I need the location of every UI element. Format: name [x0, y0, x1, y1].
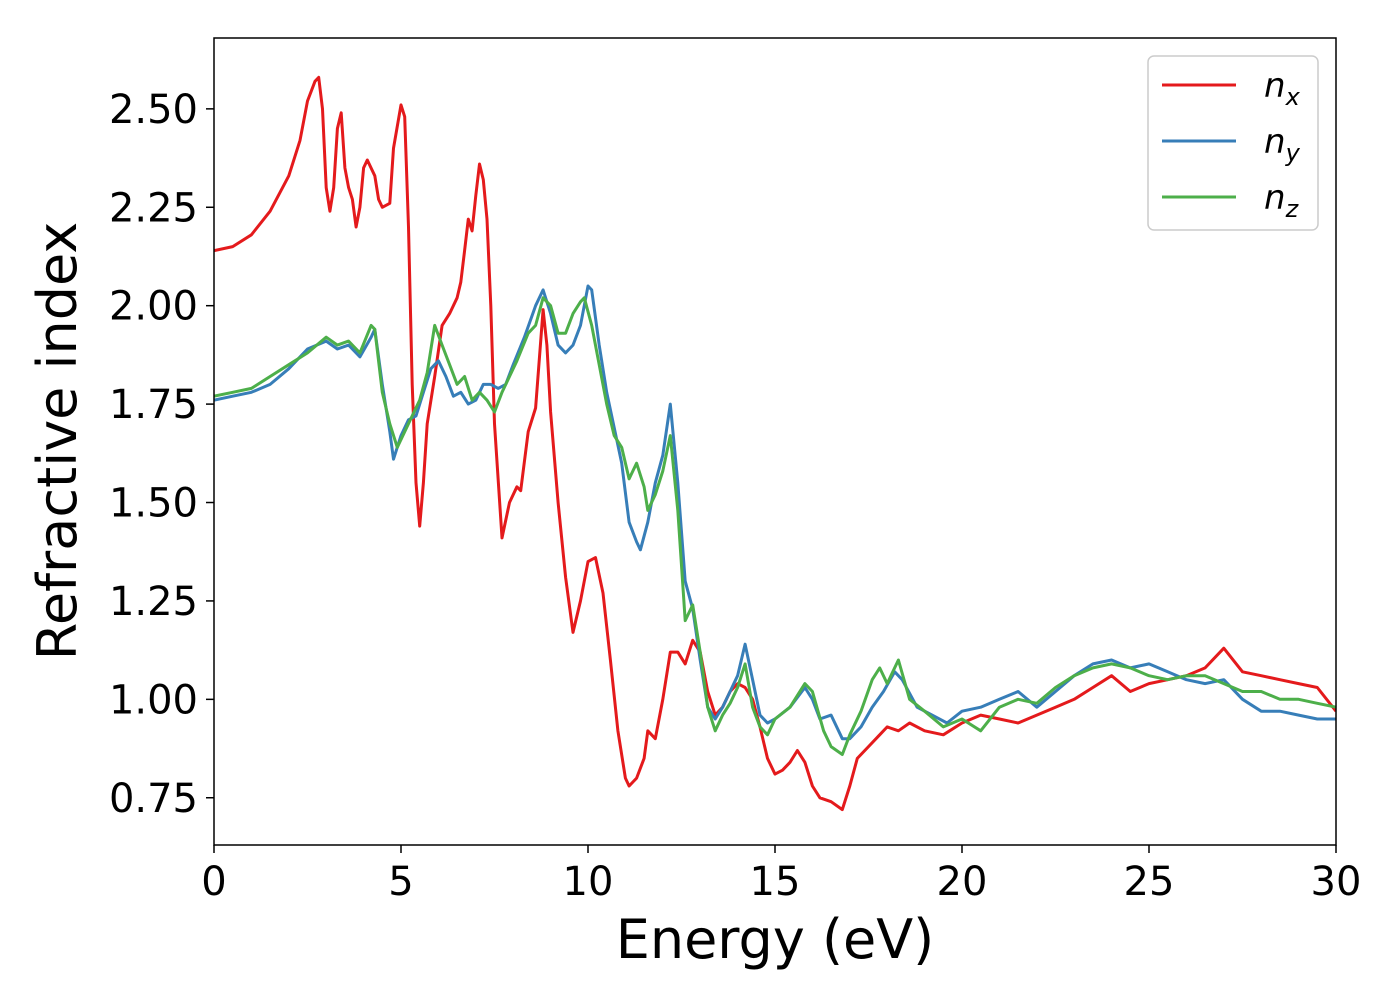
x-tick-label: 30 [1311, 859, 1362, 905]
series-line-x [214, 75, 1336, 812]
y-tick-label: 1.25 [109, 579, 198, 625]
y-tick-label: 1.50 [109, 481, 198, 527]
legend-entry-y: ny [1264, 122, 1301, 167]
legend-entry-z: nz [1264, 178, 1300, 223]
x-tick-label: 10 [563, 859, 614, 905]
y-axis: 0.75 1.00 1.25 1.50 1.75 2.00 2.25 2.50 [109, 87, 214, 822]
x-tick-label: 5 [388, 859, 413, 905]
legend-entry-x: nx [1264, 66, 1301, 111]
y-tick-label: 2.50 [109, 87, 198, 133]
legend-box [1147, 55, 1319, 231]
series-layer [214, 75, 1336, 812]
y-tick-label: 2.00 [109, 284, 198, 330]
x-axis: 0 5 10 15 20 25 30 [201, 845, 1361, 905]
x-tick-label: 0 [201, 859, 226, 905]
series-line-z [214, 296, 1336, 756]
y-tick-label: 0.75 [109, 776, 198, 822]
x-tick-label: 20 [937, 859, 988, 905]
x-axis-label: Energy (eV) [616, 908, 935, 971]
series-line-y [214, 284, 1336, 741]
y-tick-label: 2.25 [109, 185, 198, 231]
x-tick-label: 15 [750, 859, 801, 905]
y-tick-label: 1.00 [109, 677, 198, 723]
legend: nx ny nz [1147, 55, 1319, 231]
y-axis-label: Refractive index [26, 222, 89, 661]
y-tick-label: 1.75 [109, 382, 198, 428]
x-tick-label: 25 [1124, 859, 1175, 905]
